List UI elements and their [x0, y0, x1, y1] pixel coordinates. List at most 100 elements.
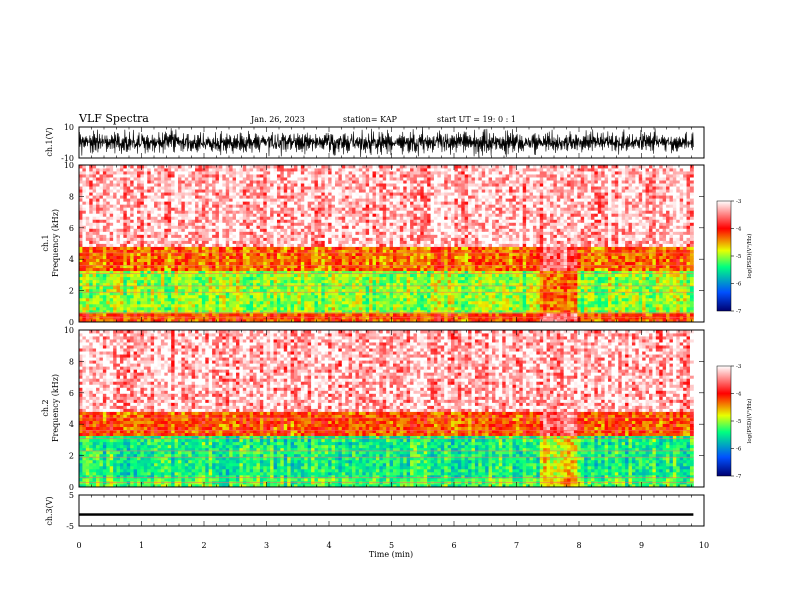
spectrogram-cell	[314, 213, 319, 217]
spectrogram-cell	[362, 264, 367, 269]
spectrogram-cell	[355, 165, 360, 169]
spectrogram-cell	[362, 270, 367, 275]
spectrogram-cell	[154, 210, 158, 214]
spectrogram-cell	[143, 309, 148, 314]
spectrogram-cell	[177, 186, 182, 190]
spectrogram-cell	[164, 204, 169, 208]
spectrogram-cell	[290, 231, 295, 235]
spectrogram-cell	[160, 276, 165, 281]
spectrogram-cell	[311, 279, 315, 284]
spectrogram-cell	[324, 285, 329, 290]
spectrogram-cell	[85, 258, 90, 263]
spectrogram-cell	[133, 189, 138, 193]
spectrogram-cell	[393, 237, 397, 241]
spectrogram-cell	[256, 168, 261, 172]
spectrogram-cell	[307, 213, 312, 217]
spectrogram-cell	[236, 315, 240, 320]
spectrogram-cell	[386, 177, 390, 181]
spectrogram-cell	[215, 279, 220, 284]
spectrogram-cell	[177, 312, 182, 317]
spectrogram-cell	[287, 285, 292, 290]
spectrogram-cell	[369, 318, 373, 322]
spectrogram-cell	[352, 276, 356, 281]
spectrogram-cell	[140, 246, 145, 250]
spectrogram-cell	[266, 303, 271, 308]
spectrogram-cell	[382, 249, 387, 253]
spectrogram-cell	[201, 306, 206, 311]
spectrogram-cell	[184, 189, 189, 193]
spectrogram-cell	[328, 258, 332, 263]
spectrogram-cell	[198, 216, 203, 220]
spectrogram-cell	[314, 306, 319, 311]
spectrogram-cell	[259, 213, 264, 217]
spectrogram-cell	[157, 273, 162, 278]
spectrogram-cell	[304, 180, 309, 184]
spectrogram-cell	[393, 315, 397, 320]
spectrogram-cell	[82, 189, 87, 193]
spectrogram-cell	[164, 174, 169, 178]
spectrogram-cell	[89, 246, 94, 250]
spectrogram-cell	[266, 177, 271, 181]
spectrogram-cell	[324, 207, 329, 211]
spectrogram-cell	[338, 210, 343, 214]
spectrogram-cell	[123, 276, 128, 281]
spectrogram-cell	[133, 216, 138, 220]
spectrogram-cell	[239, 282, 244, 287]
spectrogram-cell	[164, 249, 169, 253]
spectrogram-cell	[266, 312, 271, 317]
spectrogram-cell	[256, 276, 261, 281]
spectrogram-cell	[294, 315, 298, 320]
spectrogram-cell	[334, 246, 339, 250]
spectrogram-cell	[290, 261, 295, 266]
spectrogram-cell	[369, 297, 373, 302]
spectrogram-cell	[184, 315, 189, 320]
spectrogram-cell	[334, 225, 339, 229]
spectrogram-cell	[348, 306, 353, 311]
spectrogram-cell	[137, 186, 141, 190]
spectrogram-cell	[143, 240, 148, 244]
spectrogram-cell	[253, 189, 257, 193]
spectrogram-cell	[256, 291, 261, 296]
spectrogram-cell	[205, 252, 210, 256]
spectrogram-cell	[143, 246, 148, 250]
spectrogram-cell	[113, 261, 117, 266]
spectrogram-cell	[236, 234, 240, 238]
spectrogram-cell	[297, 210, 302, 214]
spectrogram-cell	[157, 276, 162, 281]
spectrogram-cell	[218, 234, 223, 238]
spectrogram-cell	[106, 216, 111, 220]
spectrogram-cell	[372, 276, 377, 281]
spectrogram-cell	[106, 234, 111, 238]
spectrogram-cell	[130, 315, 135, 320]
spectrogram-cell	[304, 171, 309, 175]
spectrogram-cell	[341, 273, 346, 278]
spectrogram-cell	[198, 246, 203, 250]
spectrogram-cell	[273, 225, 278, 229]
spectrogram-cell	[300, 282, 305, 287]
spectrogram-cell	[191, 297, 196, 302]
spectrogram-cell	[314, 231, 319, 235]
spectrogram-cell	[116, 204, 121, 208]
spectrogram-cell	[317, 168, 322, 172]
spectrogram-cell	[201, 273, 206, 278]
spectrogram-cell	[140, 207, 145, 211]
spectrogram-cell	[164, 300, 169, 305]
spectrogram-cell	[317, 210, 322, 214]
spectrogram-cell	[396, 252, 401, 256]
spectrogram-cell	[133, 267, 138, 272]
spectrogram-cell	[307, 300, 312, 305]
spectrogram-cell	[195, 195, 199, 199]
spectrogram-cell	[259, 270, 264, 275]
spectrogram-cell	[338, 189, 343, 193]
spectrogram-cell	[167, 285, 172, 290]
spectrogram-cell	[232, 213, 237, 217]
spectrogram-cell	[205, 315, 210, 320]
spectrogram-cell	[297, 309, 302, 314]
spectrogram-cell	[109, 285, 114, 290]
spectrogram-cell	[229, 180, 233, 184]
spectrogram-cell	[232, 168, 237, 172]
spectrogram-cell	[167, 264, 172, 269]
spectrogram-cell	[215, 192, 220, 196]
spectrogram-cell	[106, 285, 111, 290]
spectrogram-cell	[389, 264, 394, 269]
